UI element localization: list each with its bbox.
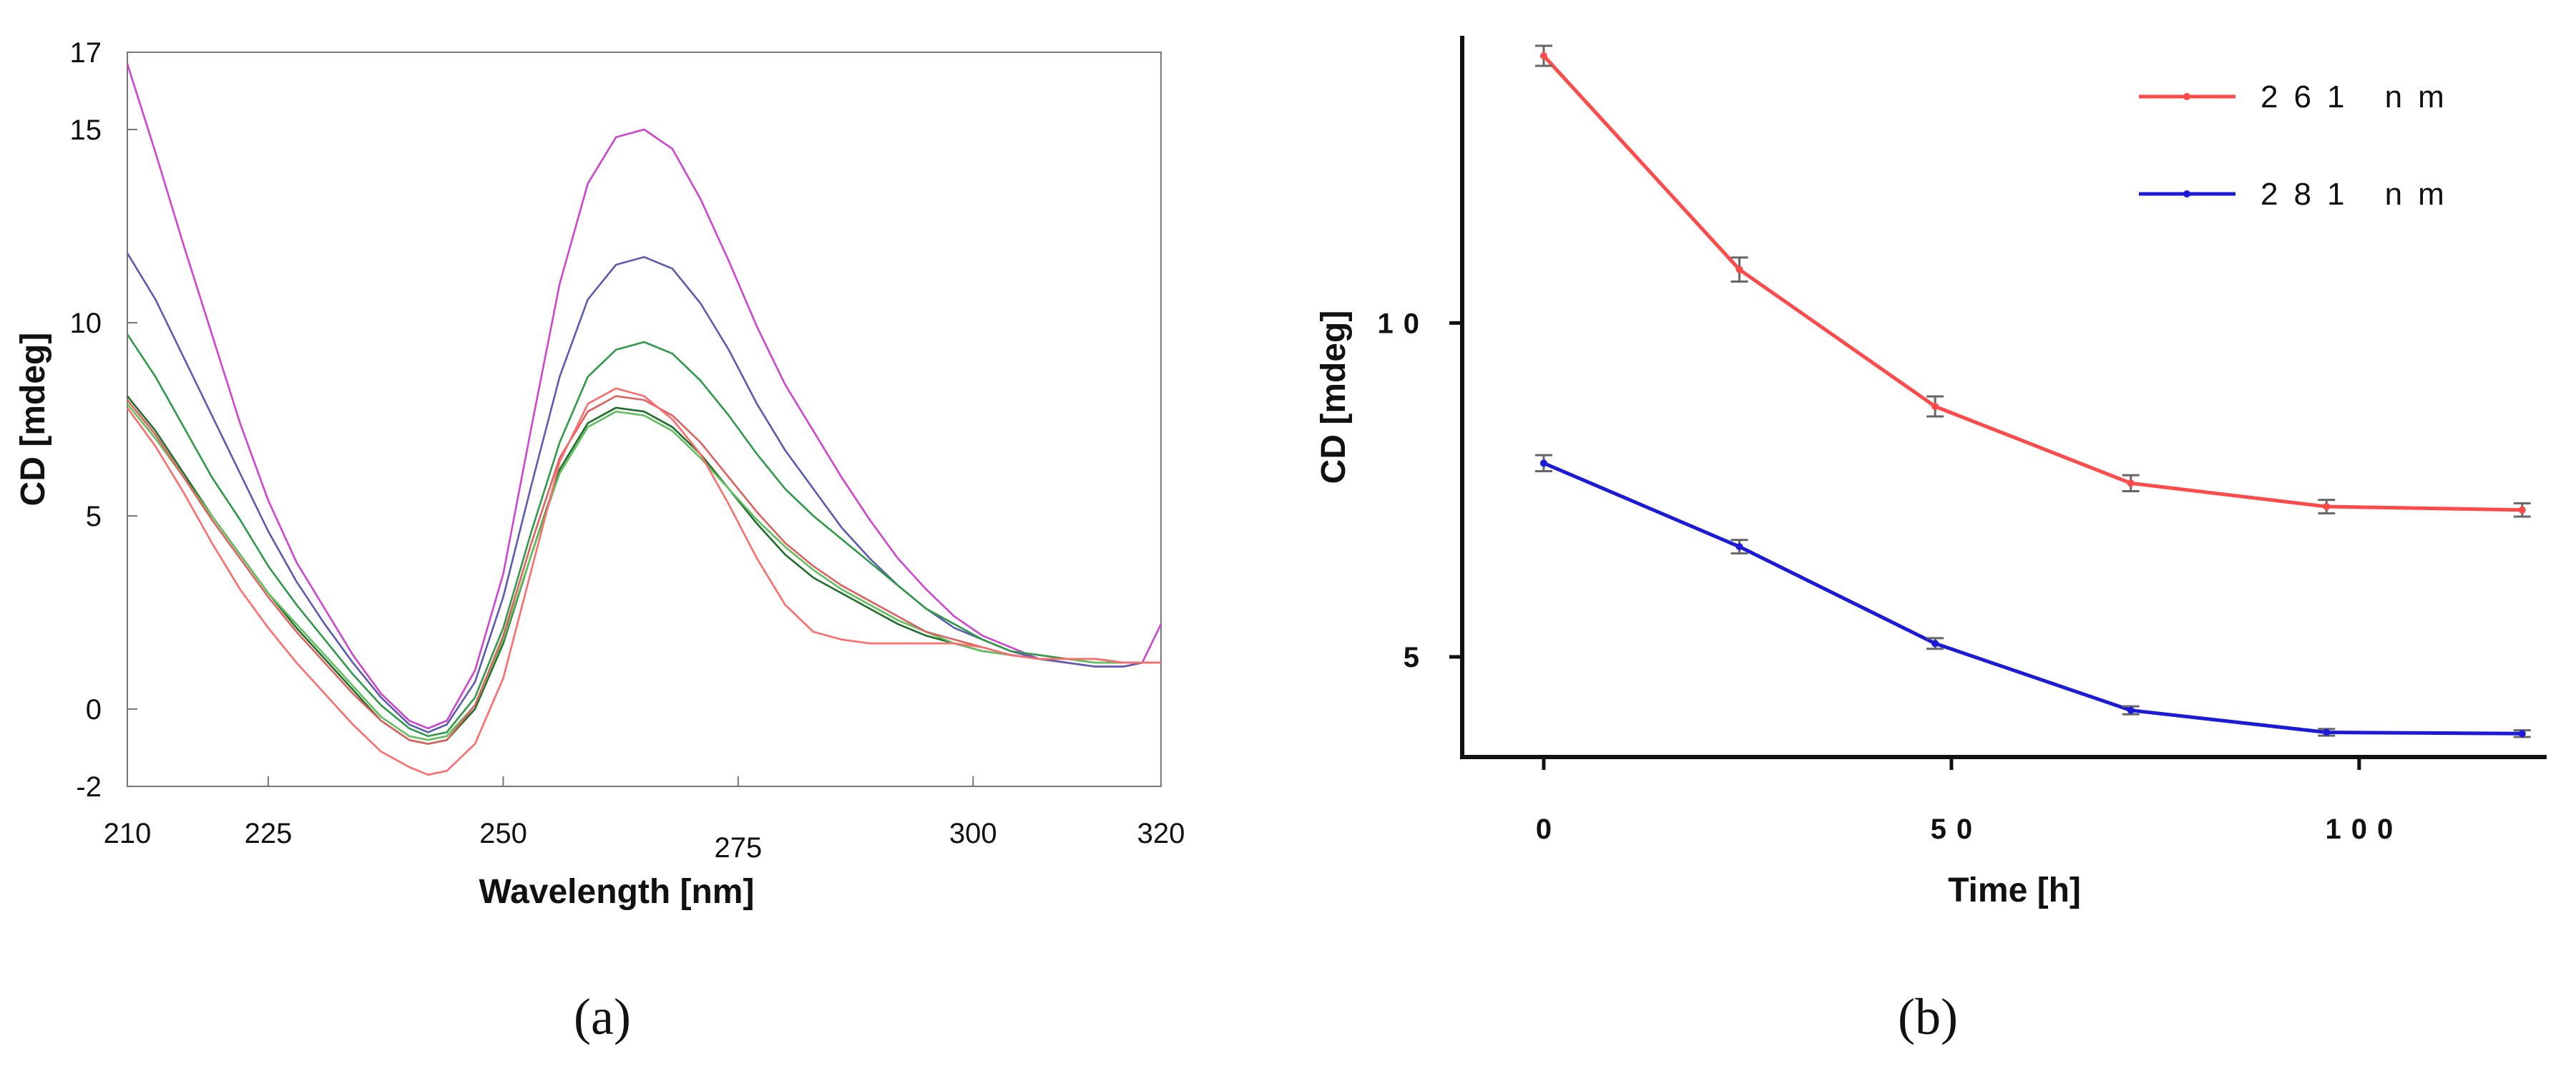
panel-a-x-tick-label: 300	[949, 818, 997, 849]
panel-a-spectrum-line-5	[126, 403, 1161, 741]
panel-a-spectrum-line-7	[126, 387, 1161, 776]
panel-b-point-261-nm	[2127, 479, 2135, 487]
panel-a-x-tick-label: 210	[104, 818, 152, 849]
panel-b-ticks-group: 0 50 100 5 10	[1378, 308, 2403, 845]
panel-a-spectrum-line-2	[126, 253, 1161, 733]
panel-a-y-tick-label: -2	[76, 771, 102, 803]
panel-b-cd-time-chart: 0 50 100 5 10 261 nm 281 nm Time [h] CD [mdeg…	[1315, 36, 2547, 1045]
panel-b-point-281-nm	[1539, 459, 1547, 467]
panel-b-legend-label-281-nm: 281 nm	[2261, 177, 2460, 212]
panel-b-point-281-nm	[1931, 640, 1939, 648]
panel-a-y-tick-label: 0	[86, 694, 102, 726]
panel-a-y-tick-label: 5	[86, 501, 102, 532]
panel-b-x-tick-label: 50	[1931, 814, 1983, 845]
panel-b-point-281-nm	[2518, 730, 2526, 738]
panel-b-point-281-nm	[1735, 543, 1743, 550]
panel-b-point-281-nm	[2323, 728, 2331, 736]
panel-b-point-261-nm	[2518, 506, 2526, 514]
panel-b-y-axis-title: CD [mdeg]	[1315, 311, 1353, 484]
panel-a-y-tick-label: 10	[70, 308, 102, 339]
panel-b-point-261-nm	[1735, 265, 1743, 273]
panel-b-point-261-nm	[1539, 52, 1547, 59]
panel-a-spectrum-line-4	[126, 395, 1161, 745]
panel-a-series-group	[126, 63, 1162, 776]
panel-b-series-group	[1534, 44, 2531, 738]
panel-b-legend-marker-281-nm	[2183, 190, 2190, 197]
panel-a-x-tick-label: 250	[479, 818, 527, 849]
panel-a-x-tick-label: 320	[1137, 818, 1185, 849]
panel-a-spectrum-line-6	[126, 395, 1161, 745]
panel-a-x-tick-label: 275	[714, 832, 762, 864]
panel-a-plot-frame	[127, 52, 1162, 787]
panel-a-ticks-group: 210 225 250 275 300 320 -2 0 5 10 15 17	[70, 37, 1185, 864]
panel-b-point-261-nm	[1931, 403, 1939, 410]
panel-b-x-tick-label: 0	[1536, 814, 1562, 845]
panel-b-y-tick-label: 5	[1404, 642, 1429, 673]
panel-a-x-axis-title: Wavelength [nm]	[479, 873, 755, 911]
panel-b-line-261-nm	[1542, 54, 2522, 512]
panel-b-point-281-nm	[2127, 706, 2135, 714]
panel-b-label: (b)	[1898, 988, 1958, 1045]
panel-a-spectrum-line-1	[126, 63, 1162, 730]
panel-b-legend-marker-261-nm	[2183, 93, 2190, 100]
panel-b-x-axis-title: Time [h]	[1948, 872, 2081, 909]
panel-b-legend: 261 nm 281 nm	[2139, 79, 2460, 212]
panel-b-point-261-nm	[2323, 503, 2331, 510]
panel-a-spectrum-line-3	[126, 333, 1161, 738]
panel-a-x-tick-label: 225	[245, 818, 293, 849]
panel-b-line-281-nm	[1543, 462, 2522, 736]
panel-b-legend-label-261-nm: 261 nm	[2261, 79, 2460, 114]
panel-b-x-tick-label: 100	[2325, 814, 2403, 845]
panel-b-y-tick-label: 10	[1378, 308, 1430, 339]
panel-a-y-tick-label: 15	[70, 114, 102, 146]
panel-a-cd-spectra-chart: 210 225 250 275 300 320 -2 0 5 10 15 17 Wavelength …	[14, 37, 1185, 1045]
panel-a-y-axis-title: CD [mdeg]	[14, 333, 52, 507]
panel-a-label: (a)	[574, 988, 631, 1045]
panel-a-y-tick-label: 17	[70, 37, 102, 69]
